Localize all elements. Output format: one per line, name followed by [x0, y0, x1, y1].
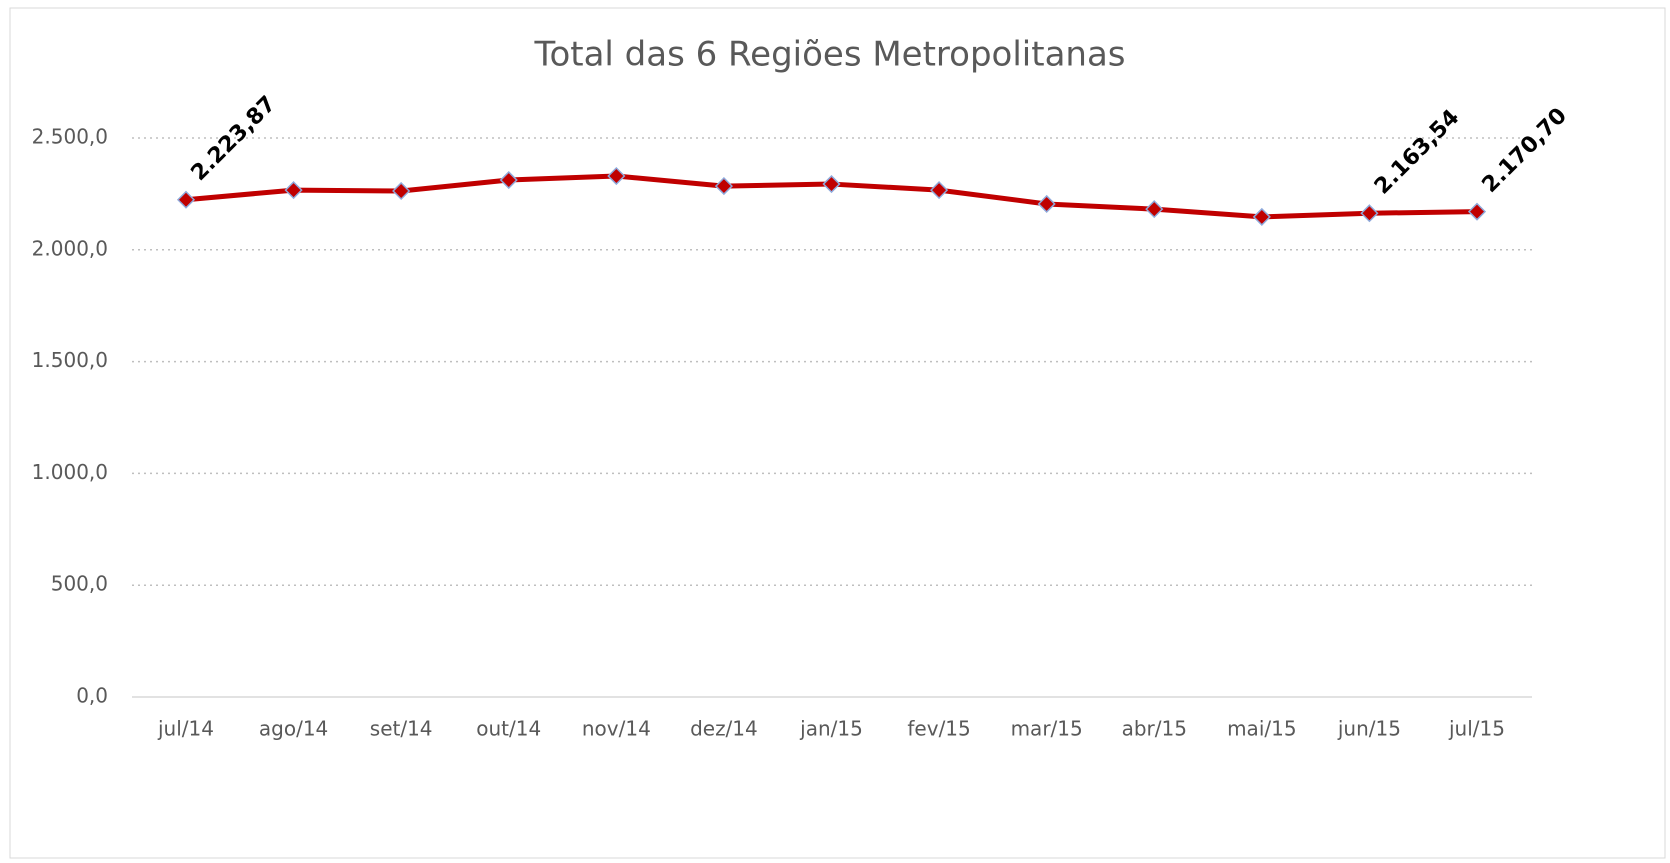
x-tick-label: jul/14	[157, 717, 214, 741]
y-tick-label: 1.000,0	[32, 460, 108, 484]
x-tick-label: out/14	[476, 717, 541, 741]
point-marker	[1037, 194, 1056, 214]
point-marker	[1467, 202, 1487, 221]
point-marker	[1145, 200, 1164, 219]
point-marker	[1360, 204, 1379, 223]
point-marker	[714, 177, 733, 196]
point-marker	[930, 181, 949, 200]
y-tick-label: 1.500,0	[32, 348, 108, 372]
y-tick-label: 2.000,0	[32, 236, 108, 260]
chart-border	[9, 7, 1666, 859]
x-tick-label: nov/14	[582, 717, 651, 741]
point-marker	[607, 166, 626, 186]
chart-title: Total das 6 Regiões Metropolitanas	[533, 35, 1125, 75]
y-tick-label: 2.500,0	[32, 125, 108, 149]
x-tick-label: abr/15	[1122, 717, 1187, 741]
x-tick-label: ago/14	[259, 717, 328, 741]
x-tick-label: mai/15	[1227, 717, 1296, 741]
x-tick-label: dez/14	[690, 717, 758, 741]
x-tick-label: fev/15	[907, 717, 970, 741]
x-tick-label: jun/15	[1337, 717, 1401, 741]
point-marker	[499, 170, 518, 190]
point-marker	[284, 181, 303, 200]
point-marker	[392, 181, 411, 201]
x-tick-label: jul/15	[1448, 717, 1505, 741]
x-tick-label: mar/15	[1011, 717, 1083, 741]
x-tick-label: set/14	[370, 717, 433, 741]
y-tick-label: 500,0	[51, 572, 108, 596]
point-marker	[176, 190, 196, 209]
y-tick-label: 0,0	[76, 684, 108, 708]
point-marker	[1252, 207, 1271, 226]
x-tick-label: jan/15	[799, 717, 863, 741]
point-marker	[822, 175, 841, 194]
